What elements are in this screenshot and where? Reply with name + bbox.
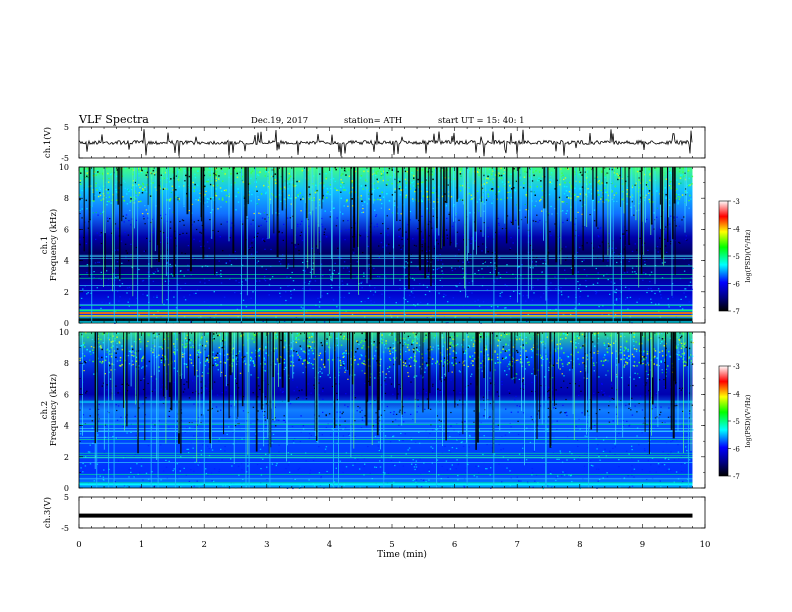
y-tick-label: 10 <box>59 328 69 337</box>
y-tick-label: -5 <box>61 524 69 533</box>
panel-frame <box>78 496 706 529</box>
y-tick-label: 8 <box>64 194 69 203</box>
y-axis-label: ch.3(V) <box>42 497 53 528</box>
y-axis-label: Frequency (kHz) <box>48 374 59 446</box>
x-tick-label: 2 <box>201 540 206 550</box>
colorbar-label: log(PSD)(V²/Hz) <box>744 229 752 282</box>
figure-title: VLF Spectra <box>78 113 149 126</box>
colorbar-scale <box>718 365 729 477</box>
header-station: station= ATH <box>344 116 402 126</box>
colorbar-tick-label: -5 <box>733 418 740 426</box>
waveform-trace <box>79 513 693 518</box>
colorbar-tick-label: -5 <box>733 253 740 261</box>
y-tick-label: 5 <box>64 123 69 132</box>
colorbar-tick-label: -7 <box>733 473 740 481</box>
colorbar-label: log(PSD)(V²/Hz) <box>744 394 752 447</box>
y-tick-label: 0 <box>64 319 69 328</box>
x-tick-label: 7 <box>514 540 519 550</box>
colorbar-tick-label: -3 <box>733 363 740 371</box>
x-tick-label: 8 <box>577 540 582 550</box>
y-tick-label: 0 <box>64 484 69 493</box>
y-tick-label: 2 <box>64 288 69 297</box>
x-tick-label: 3 <box>264 540 269 550</box>
time-axis: 0 1 2 3 4 5 6 7 8 9 10 <box>76 540 710 550</box>
y-tick-label: 4 <box>64 257 69 266</box>
colorbar-tick-label: -7 <box>733 308 740 316</box>
x-tick-label: 0 <box>76 540 81 550</box>
ch1-colorbar: -3 -4 -5 -6 -7 log(PSD)(V²/Hz) <box>718 198 752 316</box>
x-tick-label: 1 <box>139 540 144 550</box>
colorbar-tick-label: -6 <box>733 446 740 454</box>
ch3-waveform-panel: 5 -5 ch.3(V) <box>42 493 706 533</box>
y-tick-label: 2 <box>64 453 69 462</box>
ch2-spectrogram-panel: 0 2 4 6 8 10 ch.2 Frequency (kHz) <box>40 328 706 493</box>
x-tick-label: 4 <box>327 540 332 550</box>
y-tick-label: 4 <box>64 422 69 431</box>
y-axis-label: ch.2 <box>40 401 50 419</box>
y-tick-label: 6 <box>64 390 69 399</box>
y-tick-label: -5 <box>61 154 69 163</box>
colorbar-tick-label: -4 <box>733 226 740 234</box>
x-tick-label: 9 <box>640 540 645 550</box>
colorbar-tick-label: -3 <box>733 198 740 206</box>
y-axis-label: ch.1 <box>40 236 50 254</box>
colorbar-tick-label: -6 <box>733 281 740 289</box>
colorbar-tick-label: -4 <box>733 391 740 399</box>
waveform-trace <box>78 129 693 157</box>
spectrogram-image <box>79 167 693 323</box>
y-axis-label: Frequency (kHz) <box>48 209 59 281</box>
y-tick-label: 8 <box>64 359 69 368</box>
x-axis-label: Time (min) <box>377 549 427 560</box>
header-start-time: start UT = 15: 40: 1 <box>438 116 525 126</box>
y-tick-label: 10 <box>59 163 69 172</box>
header-date: Dec.19, 2017 <box>251 116 308 126</box>
ch2-colorbar: -3 -4 -5 -6 -7 log(PSD)(V²/Hz) <box>718 363 752 481</box>
ch1-spectrogram-panel: 0 2 4 6 8 10 ch.1 Frequency (kHz) <box>40 163 706 328</box>
x-tick-label: 10 <box>700 540 711 550</box>
y-tick-label: 6 <box>64 225 69 234</box>
y-tick-label: 5 <box>64 493 69 502</box>
y-axis-label: ch.1(V) <box>42 127 53 158</box>
x-tick-label: 6 <box>452 540 457 550</box>
ch1-waveform-panel: 5 -5 ch.1(V) <box>42 123 706 163</box>
x-tick-label: 5 <box>389 540 394 550</box>
colorbar-scale <box>718 200 729 312</box>
